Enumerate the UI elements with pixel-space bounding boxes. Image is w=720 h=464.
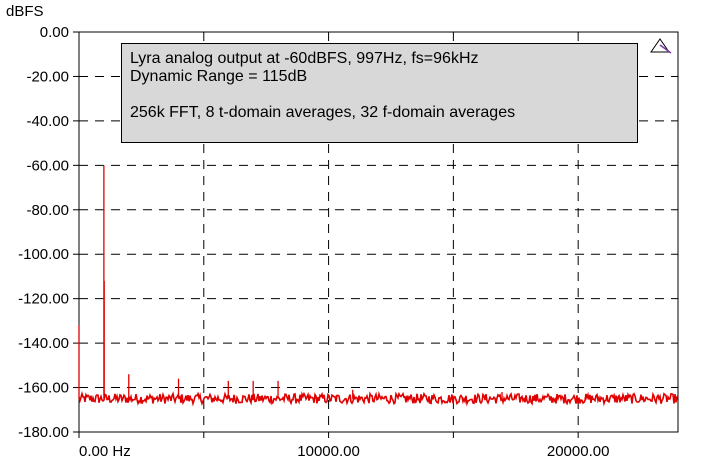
- y-tick-label: 0.00: [40, 24, 69, 41]
- x-tick-label: 10000.00: [297, 443, 360, 460]
- annotation-line-1: Lyra analog output at -60dBFS, 997Hz, fs…: [130, 50, 479, 67]
- y-tick-label: -80.00: [26, 202, 69, 219]
- x-tick-label: 0.00 Hz: [79, 443, 131, 460]
- y-tick-label: -140.00: [18, 335, 69, 352]
- y-tick-label: -180.00: [18, 424, 69, 441]
- y-tick-label: -60.00: [26, 157, 69, 174]
- y-tick-label: -120.00: [18, 291, 69, 308]
- y-tick-label: -40.00: [26, 113, 69, 130]
- noise-floor-trace: [78, 390, 679, 407]
- y-axis-label: dBFS: [6, 3, 44, 20]
- annotation-line-2: Dynamic Range = 115dB: [130, 68, 308, 85]
- cursor-marker-icon[interactable]: [649, 37, 673, 55]
- annotation-box: Lyra analog output at -60dBFS, 997Hz, fs…: [121, 43, 638, 143]
- y-tick-label: -160.00: [18, 380, 69, 397]
- plot-frame: [78, 31, 679, 433]
- x-tick-label: 20000.00: [547, 443, 610, 460]
- y-tick-label: -100.00: [18, 246, 69, 263]
- y-tick-label: -20.00: [26, 68, 69, 85]
- annotation-line-3: 256k FFT, 8 t-domain averages, 32 f-doma…: [130, 104, 516, 121]
